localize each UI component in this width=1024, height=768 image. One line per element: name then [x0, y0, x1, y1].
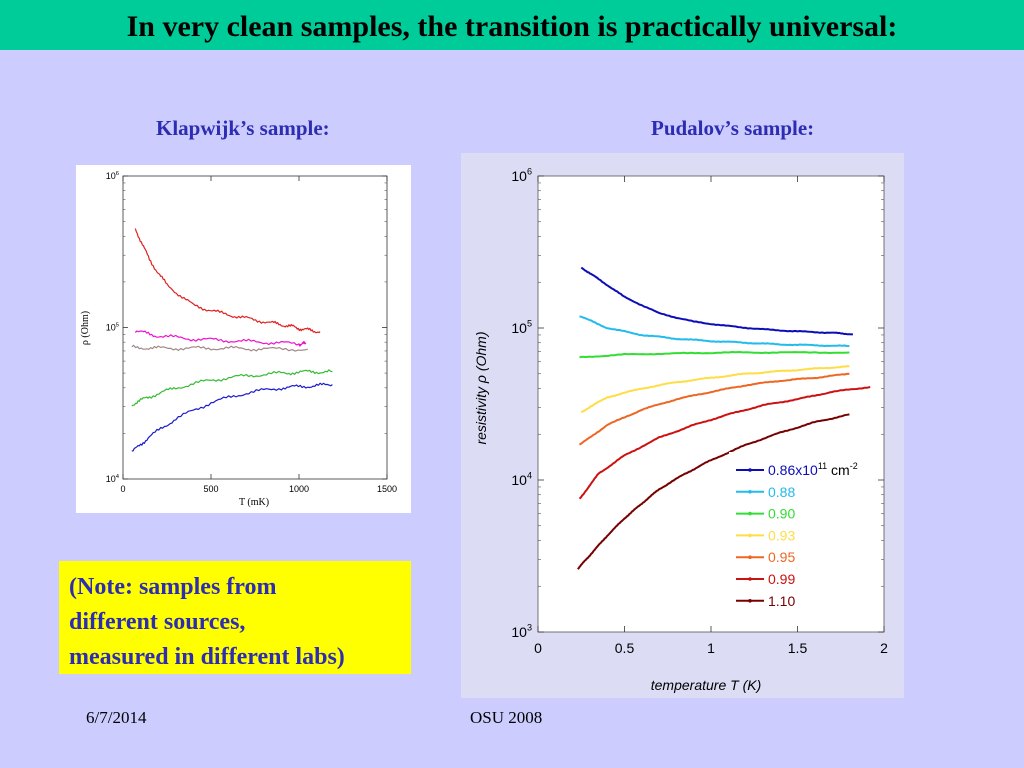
- series-line: [578, 372, 850, 446]
- left-y-axis-label: ρ (Ohm): [80, 311, 91, 345]
- x-tick-label: 2: [880, 640, 888, 656]
- series-line: [577, 413, 850, 570]
- series-line: [578, 385, 871, 500]
- y-tick-label: 106: [511, 167, 532, 184]
- right-legend: 0.86x1011 cm-2 0.88 0.90 0.93 0.95 0.99 1.10: [729, 452, 874, 624]
- x-tick-label: 500: [203, 484, 218, 494]
- left-chart-label: Klapwijk’s sample:: [156, 116, 330, 140]
- series-line: [579, 315, 850, 348]
- legend-label: 1.10: [768, 593, 795, 609]
- series-line: [134, 228, 321, 334]
- x-tick-label: 1.5: [788, 640, 808, 656]
- left-x-axis-label: T (mK): [239, 497, 269, 508]
- x-tick-label: 1: [707, 640, 715, 656]
- legend-marker: [748, 599, 752, 603]
- note-line: different sources,: [69, 609, 246, 635]
- y-tick-label: 105: [106, 323, 119, 333]
- y-tick-label: 104: [106, 474, 120, 484]
- footer-date: 6/7/2014: [86, 708, 147, 727]
- series-line: [580, 266, 854, 336]
- legend-marker: [748, 511, 752, 516]
- series-line: [134, 330, 307, 347]
- title-bar: [0, 0, 1024, 50]
- series-line: [131, 382, 333, 452]
- legend-label: 0.90: [768, 506, 795, 522]
- series-line: [579, 351, 850, 359]
- note-line: measured in different labs): [69, 644, 345, 670]
- legend-label: 0.88: [768, 484, 795, 500]
- y-tick-label: 105: [511, 319, 532, 336]
- y-tick-label: 103: [511, 623, 532, 640]
- y-tick-label: 106: [106, 171, 119, 181]
- x-tick-label: 0: [534, 640, 542, 656]
- series-line: [131, 344, 308, 352]
- legend-marker: [748, 533, 752, 538]
- y-tick-label: 104: [511, 471, 532, 488]
- right-chart-label: Pudalov’s sample:: [651, 116, 815, 140]
- series-line: [580, 365, 850, 414]
- right-chart: 0 0.5 1 1.5 2 103 104 105 106 resistivity ρ (Ohm…: [461, 153, 904, 698]
- x-tick-label: 0: [120, 484, 125, 494]
- series-line: [131, 369, 333, 407]
- x-tick-label: 0.5: [615, 640, 635, 656]
- legend-marker: [748, 555, 752, 559]
- legend-label: 0.99: [768, 571, 795, 587]
- right-y-axis-label: resistivity ρ (Ohm): [473, 331, 489, 444]
- left-chart: 0 500 1000 1500 104 105 106 ρ (Ohm) T (mK): [76, 165, 411, 513]
- legend-label: 0.95: [768, 549, 795, 565]
- legend-marker: [748, 577, 752, 581]
- right-x-axis-label: temperature T (K): [651, 677, 761, 693]
- legend-label: 0.93: [768, 527, 795, 543]
- note-line: (Note: samples from: [69, 574, 277, 600]
- note-box: (Note: samples from different sources, m…: [59, 561, 411, 674]
- footer-center: OSU 2008: [470, 708, 543, 727]
- legend-box: [729, 452, 874, 624]
- legend-marker: [748, 490, 752, 494]
- slide-title: In very clean samples, the transition is…: [126, 10, 898, 43]
- x-tick-label: 1000: [289, 484, 309, 494]
- legend-marker: [748, 468, 752, 472]
- x-tick-label: 1500: [377, 484, 397, 494]
- legend-label: 0.86x1011 cm-2: [768, 461, 858, 478]
